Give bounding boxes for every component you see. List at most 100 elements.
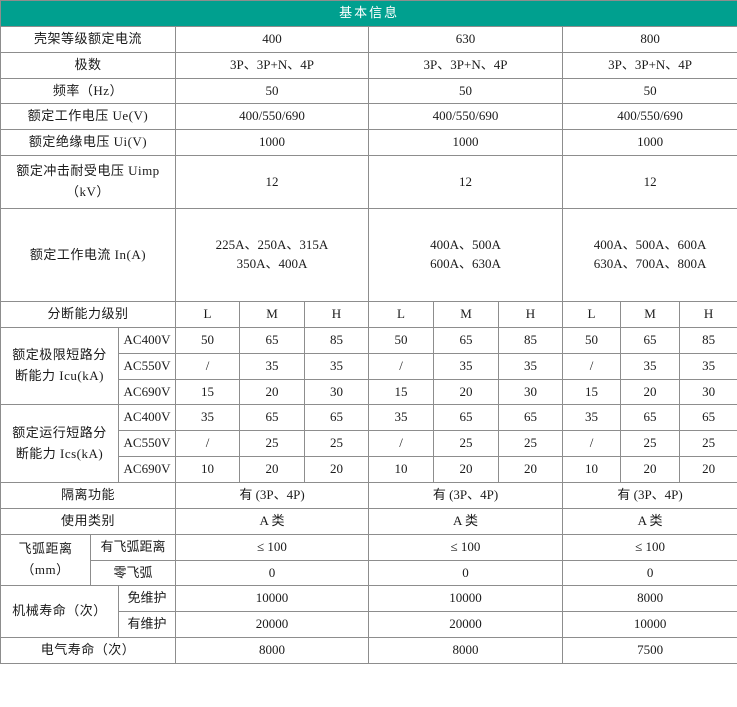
cell-arc-zero-800: 0 <box>561 559 737 587</box>
grade-header-400-l: L <box>175 301 240 328</box>
cell-ue-400: 400/550/690 <box>175 103 369 131</box>
cell-poles-630: 3P、3P+N、4P <box>368 51 563 79</box>
cell-ics690-400-l: 10 <box>175 456 240 483</box>
cell-ui-400: 1000 <box>175 129 369 157</box>
cell-arc-with-630: ≤ 100 <box>368 533 563 561</box>
cell-in-400: 225A、250A、315A 350A、400A <box>175 208 369 303</box>
table-row-rated-impulse-voltage: 额定冲击耐受电压 Uimp（kV） 12 12 12 <box>0 155 737 210</box>
cell-ics690-800-h: 20 <box>678 456 737 483</box>
sub-label-icu-ac550v: AC550V <box>118 352 176 380</box>
table-row-usage-category: 使用类别 A 类 A 类 A 类 <box>0 507 737 535</box>
sub-label-maintenance-free: 免维护 <box>118 585 176 613</box>
specification-table: 基本信息 壳架等级额定电流 400 630 800 极数 3P、3P+N、4P … <box>0 0 737 664</box>
cell-mech-free-400: 10000 <box>175 585 369 613</box>
row-label-breaking-grade: 分断能力级别 <box>0 301 176 328</box>
cell-ics550-630-l: / <box>368 430 434 458</box>
row-label-arc-distance: 飞弧距离（mm） <box>18 541 73 577</box>
cell-usage-630: A 类 <box>368 507 563 535</box>
cell-icu690-630-m: 20 <box>433 378 499 406</box>
cell-uimp-800: 12 <box>561 155 737 210</box>
table-row-ics-ac550v: AC550V / 25 25 / 25 25 / 25 25 <box>1 430 737 458</box>
cell-ics690-630-l: 10 <box>368 456 434 483</box>
cell-isolation-800: 有 (3P、4P) <box>561 481 737 509</box>
cell-icu-630-l: 50 <box>368 326 434 354</box>
table-row-icu-ac400v: 额定极限短路分断能力 Icu(kA) AC400V 50 65 85 50 65… <box>0 326 737 406</box>
table-row-mechanical-life-maintenance-free: 机械寿命（次） 免维护 10000 10000 8000 <box>0 585 737 639</box>
table-row-arc-distance-zero: 零飞弧 0 0 0 <box>1 559 737 587</box>
cell-ics-800-h: 65 <box>678 404 737 432</box>
cell-ics550-800-l: / <box>562 430 621 458</box>
row-label-rated-working-voltage: 额定工作电压 Ue(V) <box>0 103 176 131</box>
row-label-frequency: 频率（Hz） <box>0 77 176 105</box>
cell-poles-800: 3P、3P+N、4P <box>561 51 737 79</box>
cell-usage-800: A 类 <box>561 507 737 535</box>
cell-ics550-400-h: 25 <box>304 430 369 458</box>
sub-label-icu-ac400v: AC400V <box>118 326 176 354</box>
cell-icu550-630-h: 35 <box>498 352 563 380</box>
grade-header-800-h: H <box>678 301 737 328</box>
row-label-rated-impulse-voltage: 额定冲击耐受电压 Uimp（kV） <box>16 163 160 200</box>
cell-ics690-630-m: 20 <box>433 456 499 483</box>
sub-label-ics-ac400v: AC400V <box>118 404 176 432</box>
cell-mech-maint-800: 10000 <box>561 611 737 639</box>
cell-ics-400-h: 65 <box>304 404 369 432</box>
table-row-ics-ac690v: AC690V 10 20 20 10 20 20 10 20 20 <box>1 456 737 483</box>
cell-arc-zero-400: 0 <box>175 559 369 587</box>
table-row-rated-working-current: 额定工作电流 In(A) 225A、250A、315A 350A、400A 400… <box>0 208 737 303</box>
cell-icu690-630-h: 30 <box>498 378 563 406</box>
cell-ics690-630-h: 20 <box>498 456 563 483</box>
cell-icu-400-l: 50 <box>175 326 240 354</box>
cell-uimp-400: 12 <box>175 155 369 210</box>
cell-elec-life-400: 8000 <box>175 637 369 664</box>
table-row-frame-rating: 壳架等级额定电流 400 630 800 <box>0 25 737 53</box>
table-row-arc-distance-with: 飞弧距离（mm） 有飞弧距离 ≤ 100 ≤ 100 ≤ 100 <box>0 533 737 587</box>
cell-icu550-630-m: 35 <box>433 352 499 380</box>
grade-header-400-m: M <box>239 301 305 328</box>
cell-icu550-800-h: 35 <box>678 352 737 380</box>
cell-icu-630-m: 65 <box>433 326 499 354</box>
cell-in-800: 400A、500A、600A 630A、700A、800A <box>561 208 737 303</box>
cell-ics550-800-h: 25 <box>678 430 737 458</box>
cell-ics-630-l: 35 <box>368 404 434 432</box>
grade-header-800-l: L <box>562 301 621 328</box>
cell-frame-rating-630: 630 <box>368 25 563 53</box>
cell-icu550-800-l: / <box>562 352 621 380</box>
cell-mech-free-630: 10000 <box>368 585 563 613</box>
cell-icu550-630-l: / <box>368 352 434 380</box>
cell-mech-maint-630: 20000 <box>368 611 563 639</box>
row-label-frame-rating: 壳架等级额定电流 <box>0 25 176 53</box>
cell-icu550-800-m: 35 <box>620 352 680 380</box>
table-row-electrical-life: 电气寿命（次） 8000 8000 7500 <box>0 637 737 664</box>
row-label-rated-working-current: 额定工作电流 In(A) <box>0 208 176 303</box>
page-title: 基本信息 <box>0 0 737 27</box>
cell-icu-630-h: 85 <box>498 326 563 354</box>
cell-frequency-630: 50 <box>368 77 563 105</box>
cell-mech-maint-400: 20000 <box>175 611 369 639</box>
cell-icu-800-h: 85 <box>678 326 737 354</box>
cell-frequency-800: 50 <box>561 77 737 105</box>
cell-ics-800-m: 65 <box>620 404 680 432</box>
row-label-electrical-life: 电气寿命（次） <box>0 637 176 664</box>
cell-icu-400-m: 65 <box>239 326 305 354</box>
cell-ics-400-m: 65 <box>239 404 305 432</box>
table-row-mechanical-life-maintained: 有维护 20000 20000 10000 <box>1 611 737 639</box>
cell-ics-630-m: 65 <box>433 404 499 432</box>
sub-label-ics-ac550v: AC550V <box>118 430 176 458</box>
cell-icu550-400-l: / <box>175 352 240 380</box>
table-row-poles: 极数 3P、3P+N、4P 3P、3P+N、4P 3P、3P+N、4P <box>0 51 737 79</box>
cell-icu550-400-m: 35 <box>239 352 305 380</box>
cell-ue-630: 400/550/690 <box>368 103 563 131</box>
cell-ics550-800-m: 25 <box>620 430 680 458</box>
cell-frequency-400: 50 <box>175 77 369 105</box>
cell-icu-800-l: 50 <box>562 326 621 354</box>
cell-icu-400-h: 85 <box>304 326 369 354</box>
cell-in-630: 400A、500A 600A、630A <box>368 208 563 303</box>
row-label-rated-insulation-voltage: 额定绝缘电压 Ui(V) <box>0 129 176 157</box>
cell-ics690-400-h: 20 <box>304 456 369 483</box>
cell-usage-400: A 类 <box>175 507 369 535</box>
grade-header-630-h: H <box>498 301 563 328</box>
table-row-frequency: 频率（Hz） 50 50 50 <box>0 77 737 105</box>
cell-ics690-400-m: 20 <box>239 456 305 483</box>
cell-ics550-400-m: 25 <box>239 430 305 458</box>
cell-ue-800: 400/550/690 <box>561 103 737 131</box>
